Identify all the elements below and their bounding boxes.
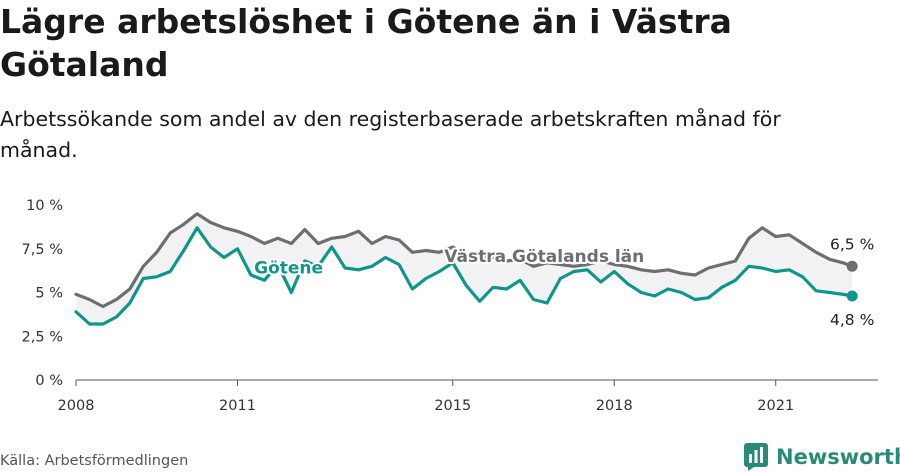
series-line-1	[74, 226, 854, 326]
y-tick-label-0: 0 %	[35, 373, 63, 389]
y-tick-label-3: 7,5 %	[22, 242, 63, 258]
series-end-label-0: 6,5 %	[830, 235, 874, 253]
brand-logo: Newsworthy	[744, 442, 900, 472]
brand-name: Newsworthy	[776, 445, 900, 469]
x-axis: 2008 2011 2015 2018 2021	[58, 380, 794, 414]
x-tick-label-1: 2011	[219, 398, 256, 414]
x-tick-label-4: 2021	[757, 398, 794, 414]
newsworthy-logo-icon	[744, 443, 768, 471]
y-tick-label-4: 10 %	[26, 198, 63, 214]
series-end-point-0	[846, 260, 858, 272]
series-name-label-1: Götene	[254, 258, 323, 278]
series-layer	[74, 212, 858, 326]
area-between-series	[76, 213, 853, 324]
series-name-label-0: Västra Götalands län	[444, 247, 644, 267]
unemployment-line-chart: 0 % 2,5 % 5 % 7,5 % 10 % 2008 2011 2015 2018 202…	[22, 198, 878, 414]
x-tick-label-0: 2008	[58, 398, 95, 414]
series-labels: Västra Götalands län Götene 6,5 % 4,8 %	[252, 233, 876, 331]
source-note: Källa: Arbetsförmedlingen	[0, 453, 189, 469]
series-end-label-1: 4,8 %	[830, 311, 874, 329]
series-end-point-1	[846, 290, 858, 302]
x-tick-label-3: 2018	[596, 398, 633, 414]
y-axis: 0 % 2,5 % 5 % 7,5 % 10 %	[22, 198, 63, 389]
page-title: Lägre arbetslöshet i Götene än i Västra …	[0, 2, 732, 84]
series-line-0	[74, 212, 854, 309]
page-subtitle: Arbetssökande som andel av den registerb…	[0, 107, 781, 162]
y-tick-label-2: 5 %	[35, 286, 63, 302]
y-tick-label-1: 2,5 %	[22, 329, 63, 345]
x-tick-label-2: 2015	[434, 398, 471, 414]
